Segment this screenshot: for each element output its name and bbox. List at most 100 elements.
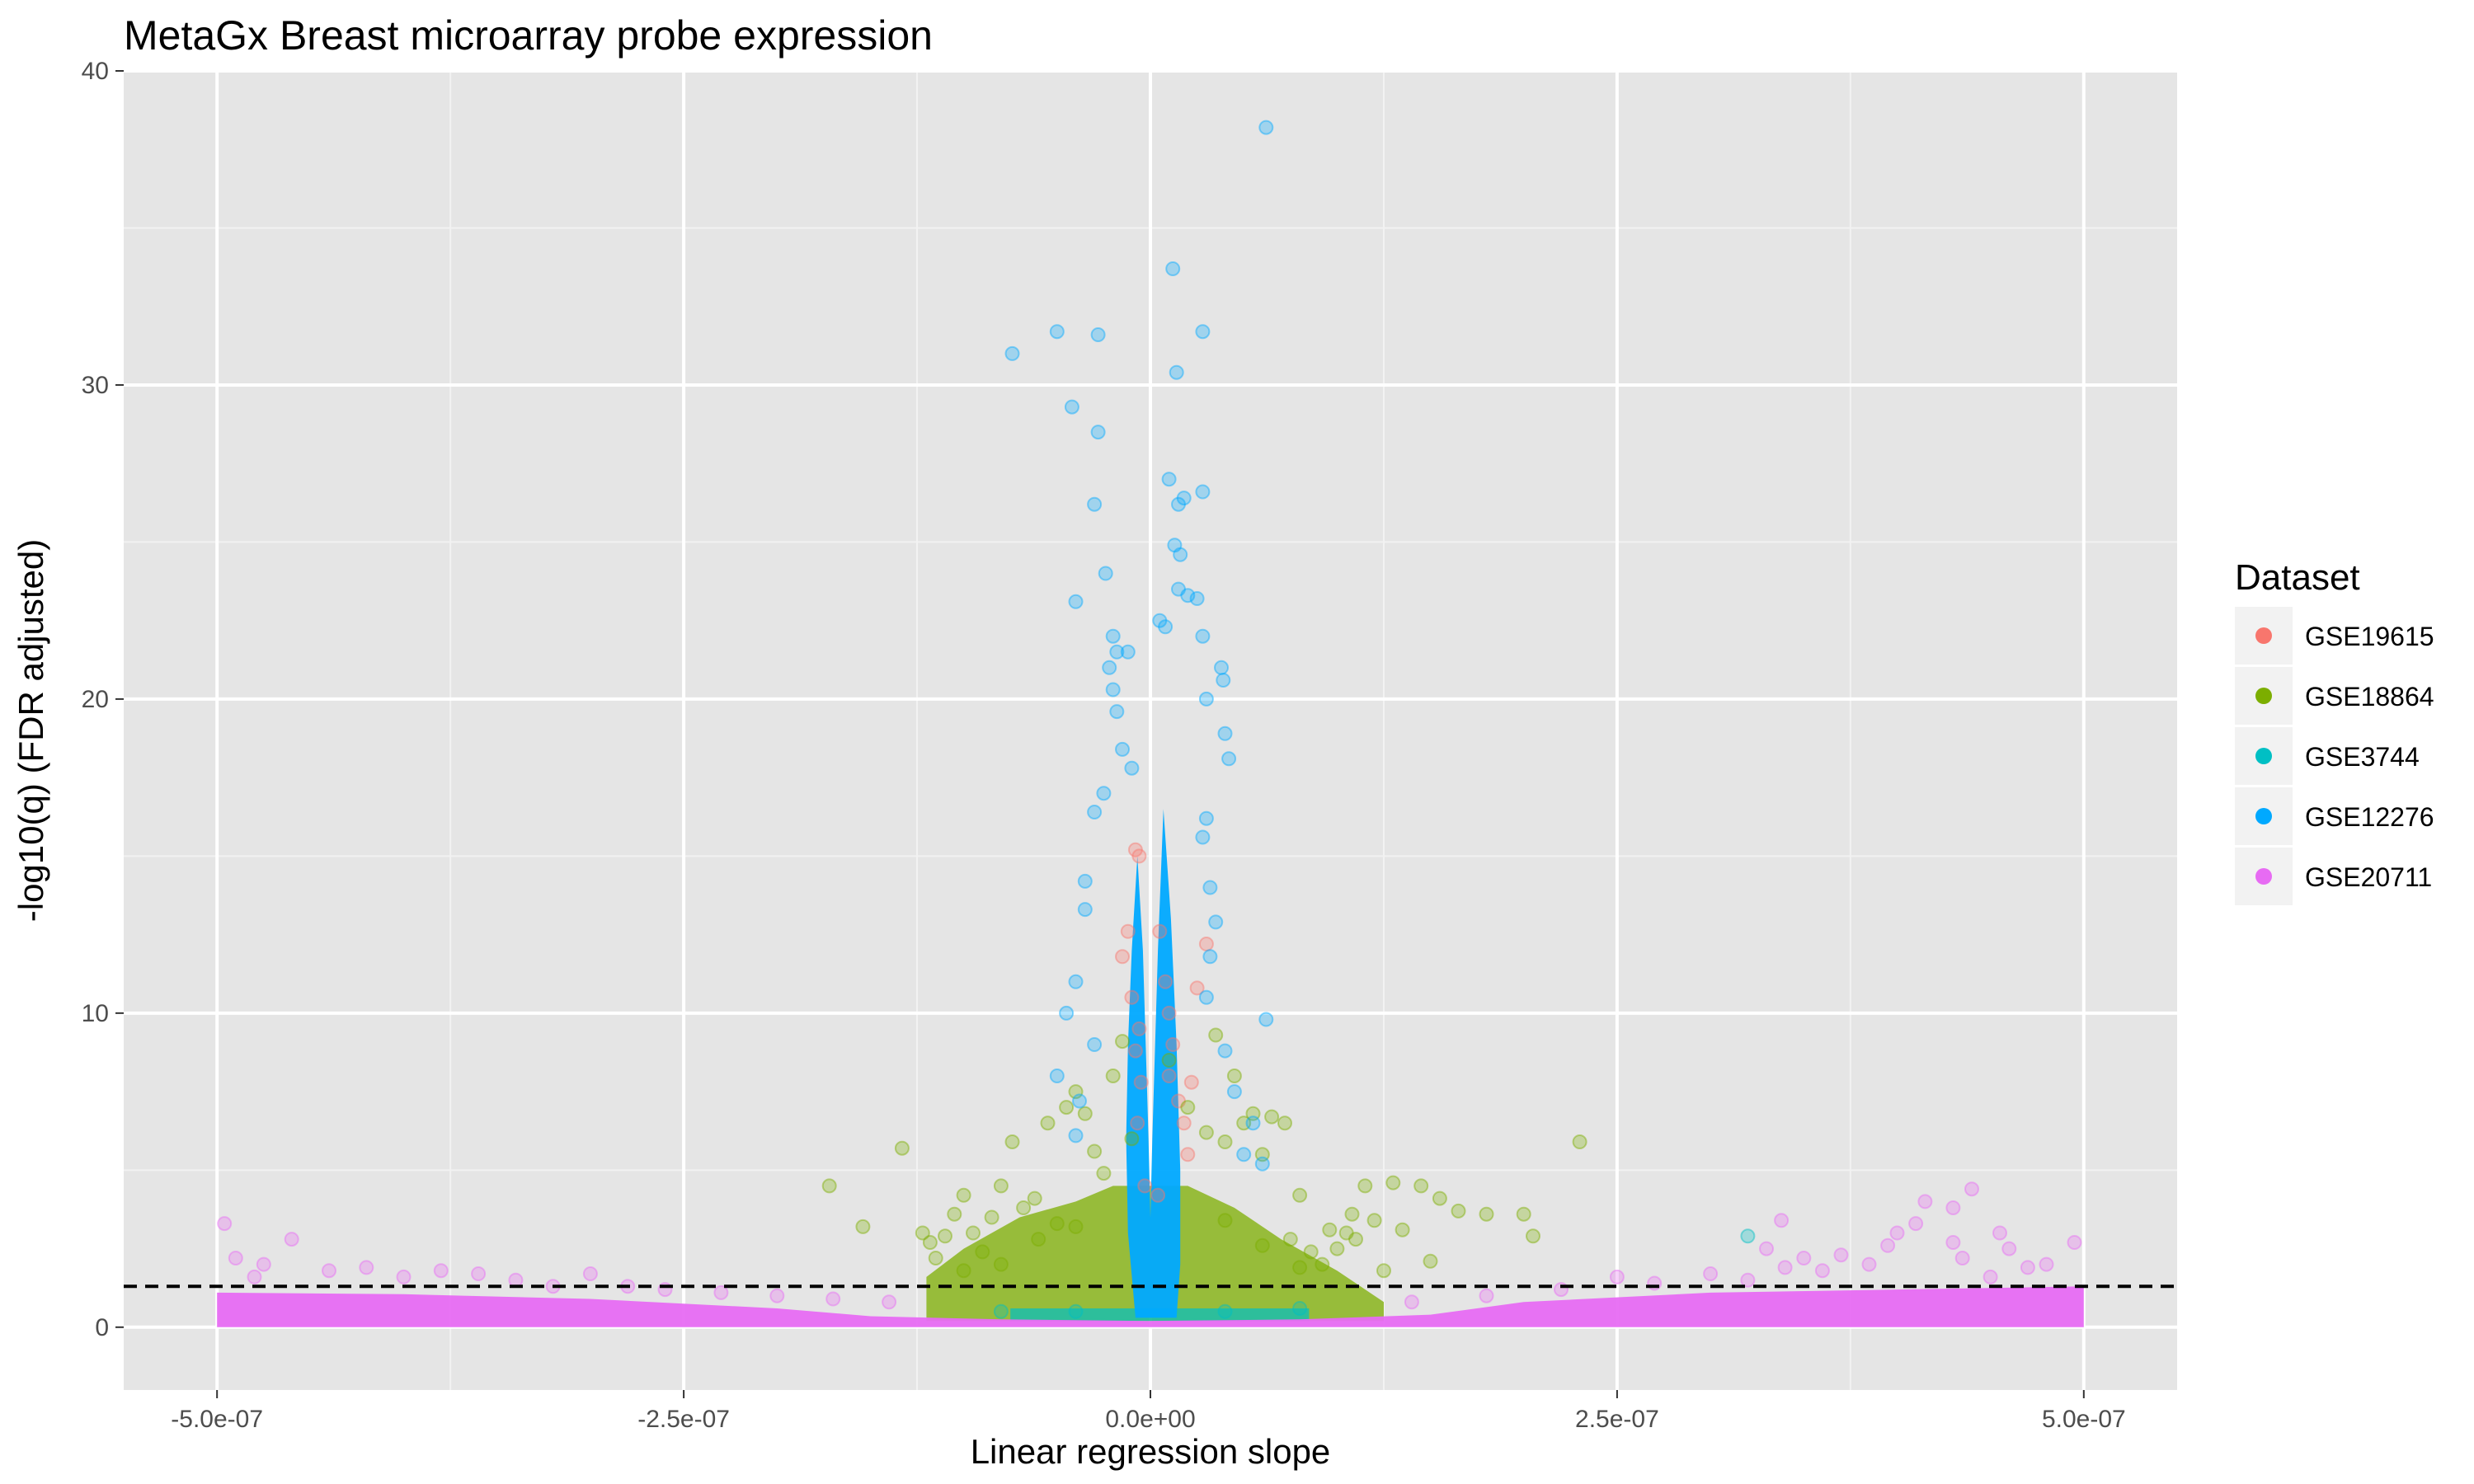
gse12276-point	[1077, 873, 1093, 889]
gse20711-point	[396, 1269, 412, 1284]
gse12276-point	[1173, 547, 1188, 562]
y-tick-label: 0	[95, 1314, 109, 1341]
gse12276-point	[1087, 1037, 1103, 1052]
gse19615-point	[1183, 1074, 1199, 1090]
gse19615-point	[1115, 949, 1130, 965]
gse20711-point	[2020, 1260, 2035, 1275]
legend-swatch	[2255, 748, 2272, 764]
gse20711-point	[1774, 1213, 1790, 1228]
y-axis-ticks: 0 10 20 30 40	[82, 58, 124, 1341]
gse18864-point	[984, 1209, 999, 1225]
gse12276-point	[1105, 628, 1121, 644]
gse18864-point	[1432, 1190, 1447, 1206]
gse20711-point	[1889, 1225, 1905, 1241]
gse12276-dense-band	[1126, 809, 1181, 1318]
gse20711-point	[825, 1291, 841, 1307]
gse18864-point	[1226, 1068, 1242, 1083]
gse18864-point	[1479, 1206, 1494, 1222]
gse12276-point	[1102, 660, 1117, 675]
gse3744-point	[1292, 1301, 1308, 1316]
x-tick-label: 2.5e-07	[1575, 1406, 1659, 1433]
gse18864-point	[1217, 1213, 1233, 1228]
gse18864-point	[1027, 1190, 1042, 1206]
gse12276-point	[1049, 1068, 1065, 1083]
gse12276-point	[1004, 345, 1020, 361]
gse18864-point	[928, 1251, 943, 1266]
gse20711-point	[217, 1216, 233, 1232]
gse18864-point	[1254, 1237, 1270, 1253]
gse19615-point	[1131, 848, 1147, 864]
gse12276-point	[1221, 751, 1237, 767]
gse12276-point	[1098, 566, 1113, 581]
gse18864-point	[1303, 1244, 1319, 1260]
gse20711-point	[1740, 1272, 1756, 1288]
gse12276-point	[1068, 974, 1084, 989]
gse20711-point	[1954, 1251, 1970, 1266]
gse12276-point	[1217, 1043, 1233, 1059]
gse3744-point	[1740, 1228, 1756, 1244]
gse12276-point	[1217, 726, 1233, 741]
gse12276-point	[1216, 673, 1231, 688]
gse19615-point	[1127, 1043, 1143, 1059]
gse12276-point	[1049, 324, 1065, 340]
legend-swatch	[2255, 808, 2272, 824]
gse12276-point	[1208, 914, 1224, 930]
gse12276-point	[1167, 538, 1183, 553]
gse18864-point	[1049, 1216, 1065, 1232]
gse20711-point	[1814, 1263, 1830, 1279]
gse18864-point	[947, 1206, 962, 1222]
gse18864-point	[1105, 1068, 1121, 1083]
legend-items: GSE19615 GSE18864 GSE3744 GSE12276 GSE20711	[2235, 607, 2434, 905]
x-axis-title: Linear regression slope	[971, 1432, 1331, 1471]
gse18864-point	[1264, 1109, 1280, 1125]
gse12276-point	[1258, 120, 1274, 135]
legend-label: GSE18864	[2305, 682, 2434, 711]
legend-label: GSE12276	[2305, 802, 2434, 832]
gse20711-point	[1777, 1260, 1793, 1275]
gse20711-point	[1479, 1288, 1494, 1303]
gse18864-point	[956, 1263, 971, 1279]
gse20711-point	[1945, 1200, 1961, 1215]
gse20711-point	[882, 1294, 897, 1310]
gse18864-point	[1385, 1175, 1401, 1190]
gse20711-point	[247, 1269, 262, 1284]
gse19615-point	[1161, 1068, 1177, 1083]
gse18864-point	[1115, 1034, 1130, 1050]
gse18864-point	[1292, 1260, 1308, 1275]
gse18864-point	[1016, 1200, 1032, 1215]
gse12276-point	[1068, 1128, 1084, 1144]
gse3744-point	[993, 1303, 1009, 1319]
gse20711-point	[2001, 1241, 2017, 1256]
gse18864-point	[1315, 1256, 1330, 1272]
gse20711-point	[256, 1256, 271, 1272]
gse18864-point	[993, 1178, 1009, 1194]
gse12276-point	[1087, 496, 1103, 512]
gse18864-point	[993, 1256, 1009, 1272]
gse18864-point	[915, 1225, 930, 1241]
gse12276-point	[1158, 619, 1174, 635]
legend-title: Dataset	[2235, 557, 2360, 598]
gse19615-point	[1131, 1021, 1147, 1036]
gse12276-point	[1198, 810, 1214, 826]
gse20711-point	[1609, 1269, 1625, 1284]
legend-swatch	[2255, 868, 2272, 885]
gse12276-point	[1152, 613, 1168, 628]
gse18864-point	[1413, 1178, 1429, 1194]
gse12276-point	[1169, 364, 1184, 380]
gse12276-point	[1068, 594, 1084, 609]
gse18864-point	[1451, 1203, 1466, 1219]
gse19615-point	[1133, 1074, 1149, 1090]
gse18864-point	[975, 1244, 990, 1260]
gse18864-point	[956, 1187, 971, 1203]
gse20711-point	[769, 1288, 785, 1303]
gse18864-point	[1338, 1225, 1354, 1241]
gse18864-point	[1292, 1187, 1308, 1203]
gse18864-point	[1357, 1178, 1373, 1194]
gse12276-point	[1258, 1012, 1274, 1027]
gse12276-point	[1096, 786, 1112, 801]
gse12276-point	[1090, 425, 1106, 440]
x-tick-label: 0.0e+00	[1105, 1406, 1195, 1433]
gse18864-point	[1124, 1131, 1140, 1147]
gse19615-point	[1161, 1005, 1177, 1021]
